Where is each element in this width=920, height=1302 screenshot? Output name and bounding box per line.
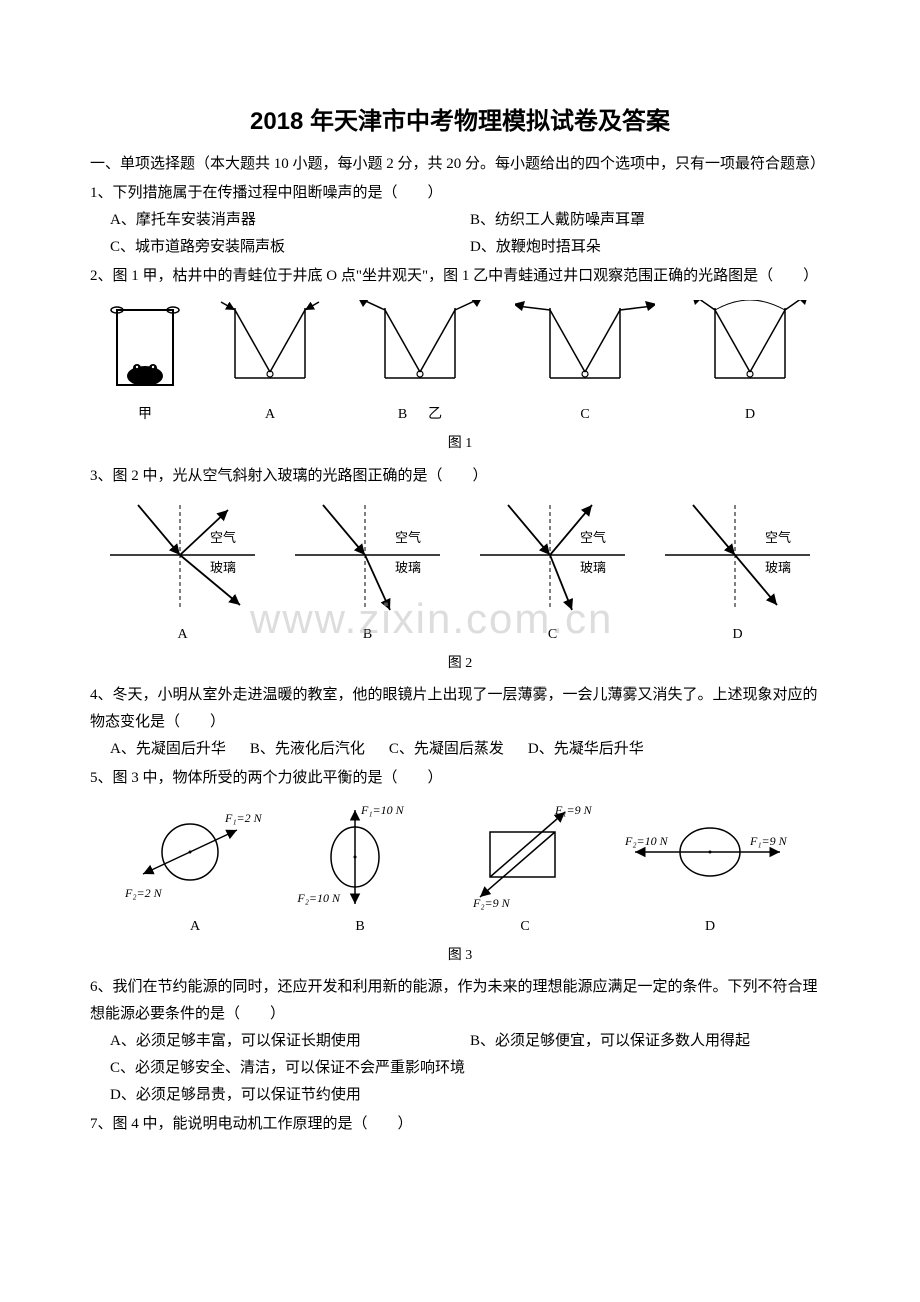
refraction-a-icon: 空气 玻璃 <box>110 500 255 620</box>
q1-options: A、摩托车安装消声器 B、纺织工人戴防噪声耳罩 <box>90 207 830 234</box>
q1-opt-c: C、城市道路旁安装隔声板 <box>110 234 470 261</box>
figure-1-jia-label: 甲 <box>105 402 185 427</box>
svg-text:F₁=2 N: F₁=2 N <box>224 811 263 825</box>
force-b-icon: F₁=10 N F₂=10 N <box>295 802 425 912</box>
q1-options-row2: C、城市道路旁安装隔声板 D、放鞭炮时捂耳朵 <box>90 234 830 261</box>
figure-1-b-label: B <box>398 407 407 422</box>
question-5: 5、图 3 中，物体所受的两个力彼此平衡的是（ ） <box>90 765 830 792</box>
glass-label-a: 玻璃 <box>210 560 236 575</box>
svg-text:玻璃: 玻璃 <box>580 560 606 575</box>
refraction-d-icon: 空气 玻璃 <box>665 500 810 620</box>
figure-3-c-label: C <box>455 914 595 939</box>
figure-3-a: F₁=2 N F₂=2 N A <box>125 802 265 939</box>
figure-2-b-label: B <box>295 622 440 647</box>
figure-1-a-label: A <box>215 402 325 427</box>
figure-2-a: 空气 玻璃 A <box>110 500 255 647</box>
figure-1-b: B 乙 <box>355 300 485 427</box>
figure-1-caption: 图 1 <box>90 431 830 456</box>
figure-3-a-label: A <box>125 914 265 939</box>
figure-1-a: A <box>215 300 325 427</box>
figure-2-a-label: A <box>110 622 255 647</box>
figure-2-c-label: C <box>480 622 625 647</box>
figure-1-d: D <box>685 300 815 427</box>
figure-3-b: F₁=10 N F₂=10 N B <box>295 802 425 939</box>
q6-opt-c: C、必须足够安全、清洁，可以保证不会严重影响环境 <box>90 1055 830 1082</box>
figure-1-yi-label: 乙 <box>428 407 442 422</box>
svg-text:空气: 空气 <box>580 530 606 545</box>
svg-text:F₁=9 N: F₁=9 N <box>749 834 788 848</box>
air-label-a: 空气 <box>210 530 236 545</box>
question-2: 2、图 1 甲，枯井中的青蛙位于井底 O 点"坐井观天"，图 1 乙中青蛙通过井… <box>90 263 830 290</box>
svg-text:F₁=9 N: F₁=9 N <box>554 803 593 817</box>
q1-opt-d: D、放鞭炮时捂耳朵 <box>470 234 830 261</box>
figure-3-c: F₁=9 N F₂=9 N C <box>455 802 595 939</box>
question-4: 4、冬天，小明从室外走进温暖的教室，他的眼镜片上出现了一层薄雾，一会儿薄雾又消失… <box>90 682 830 736</box>
figure-2-d: 空气 玻璃 D <box>665 500 810 647</box>
svg-text:F₁=10 N: F₁=10 N <box>360 803 405 817</box>
q1-opt-b: B、纺织工人戴防噪声耳罩 <box>470 207 830 234</box>
page-title: 2018 年天津市中考物理模拟试卷及答案 <box>90 100 830 143</box>
svg-text:玻璃: 玻璃 <box>395 560 421 575</box>
q6-opt-a: A、必须足够丰富，可以保证长期使用 <box>110 1028 470 1055</box>
q4-opt-c: C、先凝固后蒸发 <box>389 736 504 763</box>
well-frog-icon <box>105 300 185 400</box>
figure-2-b: 空气 玻璃 B <box>295 500 440 647</box>
q6-opt-b: B、必须足够便宜，可以保证多数人用得起 <box>470 1028 830 1055</box>
figure-2-caption: 图 2 <box>90 651 830 676</box>
figure-3-b-label: B <box>295 914 425 939</box>
svg-text:空气: 空气 <box>395 530 421 545</box>
svg-text:玻璃: 玻璃 <box>765 560 791 575</box>
q6-options-row1: A、必须足够丰富，可以保证长期使用 B、必须足够便宜，可以保证多数人用得起 <box>90 1028 830 1055</box>
svg-text:F₂=10 N: F₂=10 N <box>296 891 341 905</box>
question-1: 1、下列措施属于在传播过程中阻断噪声的是（ ） <box>90 180 830 207</box>
q6-opt-d: D、必须足够昂贵，可以保证节约使用 <box>90 1082 830 1109</box>
well-ray-c-icon <box>515 300 655 400</box>
section-1-intro: 一、单项选择题（本大题共 10 小题，每小题 2 分，共 20 分。每小题给出的… <box>90 151 830 178</box>
svg-text:F₂=10 N: F₂=10 N <box>625 834 669 848</box>
q4-options: A、先凝固后升华 B、先液化后汽化 C、先凝固后蒸发 D、先凝华后升华 <box>90 736 830 763</box>
figure-3-d-label: D <box>625 914 795 939</box>
figure-3-caption: 图 3 <box>90 943 830 968</box>
well-ray-b-icon <box>355 300 485 400</box>
question-7: 7、图 4 中，能说明电动机工作原理的是（ ） <box>90 1111 830 1138</box>
svg-text:F₂=9 N: F₂=9 N <box>472 896 511 910</box>
question-6: 6、我们在节约能源的同时，还应开发和利用新的能源，作为未来的理想能源应满足一定的… <box>90 974 830 1028</box>
figure-3-d: F₁=9 N F₂=10 N D <box>625 802 795 939</box>
figure-1-jia: 甲 <box>105 300 185 427</box>
q4-opt-d: D、先凝华后升华 <box>528 736 644 763</box>
svg-text:空气: 空气 <box>765 530 791 545</box>
svg-text:F₂=2 N: F₂=2 N <box>125 886 163 900</box>
figure-3-row: F₁=2 N F₂=2 N A F₁=10 N F₂=10 N B F₁=9 N… <box>90 802 830 939</box>
figure-1-c-label: C <box>515 402 655 427</box>
figure-2-c: 空气 玻璃 C <box>480 500 625 647</box>
force-a-icon: F₁=2 N F₂=2 N <box>125 802 265 912</box>
force-d-icon: F₁=9 N F₂=10 N <box>625 802 795 912</box>
refraction-b-icon: 空气 玻璃 <box>295 500 440 620</box>
force-c-icon: F₁=9 N F₂=9 N <box>455 802 595 912</box>
figure-1-row: 甲 A <box>90 300 830 427</box>
figure-1-d-label: D <box>685 402 815 427</box>
q4-opt-a: A、先凝固后升华 <box>110 736 226 763</box>
q1-opt-a: A、摩托车安装消声器 <box>110 207 470 234</box>
figure-1-c: C <box>515 300 655 427</box>
q4-opt-b: B、先液化后汽化 <box>250 736 365 763</box>
well-ray-d-icon <box>685 300 815 400</box>
figure-2-row: 空气 玻璃 A 空气 玻璃 B 空气 玻璃 <box>90 500 830 647</box>
refraction-c-icon: 空气 玻璃 <box>480 500 625 620</box>
question-3: 3、图 2 中，光从空气斜射入玻璃的光路图正确的是（ ） <box>90 463 830 490</box>
figure-2-d-label: D <box>665 622 810 647</box>
well-ray-a-icon <box>215 300 325 400</box>
